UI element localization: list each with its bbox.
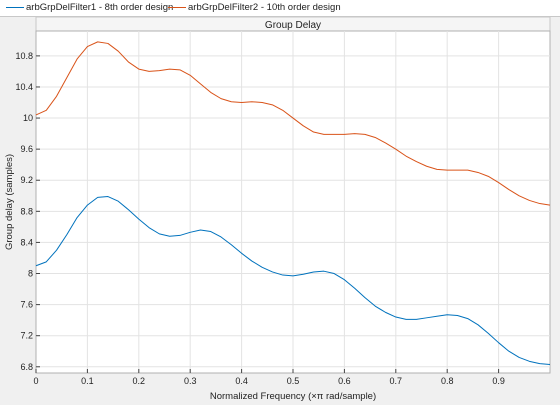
y-axis-label: Group delay (samples) <box>4 154 15 250</box>
y-tick-label: 10 <box>23 113 33 123</box>
y-tick-label: 8 <box>28 269 33 279</box>
y-tick-label: 6.8 <box>20 362 33 372</box>
y-tick-label: 7.2 <box>20 331 33 341</box>
y-tick-label: 10.4 <box>15 82 33 92</box>
x-tick-label: 0.6 <box>338 376 351 386</box>
x-tick-label: 0.1 <box>81 376 94 386</box>
y-tick-label: 8.8 <box>20 206 33 216</box>
series-lines <box>35 41 551 365</box>
x-tick-label: 0.3 <box>184 376 197 386</box>
legend-label-filter1: arbGrpDelFilter1 - 8th order design <box>26 2 174 13</box>
chart-title: Group Delay <box>265 20 321 31</box>
x-tick-label: 0 <box>33 376 38 386</box>
x-tick-label: 0.5 <box>287 376 300 386</box>
x-tick-label: 0.2 <box>133 376 146 386</box>
y-axis-ticks: 6.8 7.2 7.6 8 8.4 8.8 9.2 9.6 10 10.4 10.8 <box>15 51 40 372</box>
legend-swatch-filter2 <box>168 7 186 8</box>
grid <box>36 31 550 373</box>
x-axis-ticks: 0 0.1 0.2 0.3 0.4 0.5 0.6 0.7 0.8 0.9 <box>33 369 505 386</box>
y-tick-label: 8.4 <box>20 237 33 247</box>
y-tick-label: 10.8 <box>15 51 33 61</box>
x-tick-label: 0.9 <box>492 376 505 386</box>
x-tick-label: 0.4 <box>235 376 248 386</box>
legend-swatch-filter1 <box>6 7 24 8</box>
x-tick-label: 0.8 <box>441 376 454 386</box>
x-tick-label: 0.7 <box>390 376 403 386</box>
y-tick-label: 9.2 <box>20 175 33 185</box>
y-tick-label: 9.6 <box>20 144 33 154</box>
y-tick-label: 7.6 <box>20 300 33 310</box>
legend-label-filter2: arbGrpDelFilter2 - 10th order design <box>188 2 341 13</box>
series-line-2 <box>35 41 551 206</box>
x-axis-label: Normalized Frequency (×π rad/sample) <box>210 391 376 402</box>
series-line-1 <box>35 196 551 365</box>
